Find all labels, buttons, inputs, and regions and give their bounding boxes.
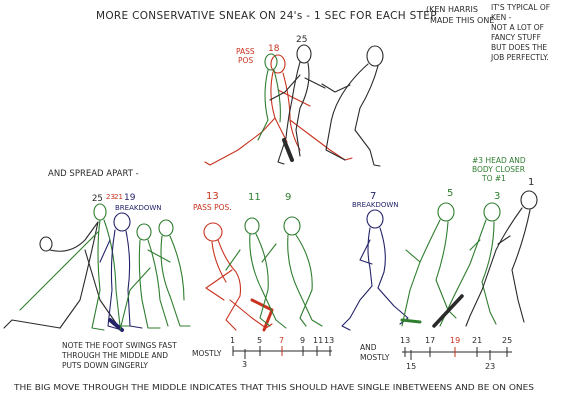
frame-number-11: 11 xyxy=(248,192,261,203)
top-figure-black xyxy=(269,44,326,165)
cluster-figure-green-3 xyxy=(119,219,191,331)
pass-pos-label: PASS POS. xyxy=(193,203,232,212)
breakdown-label-left: BREAKDOWN xyxy=(115,204,162,212)
timing-tick-label: 19 xyxy=(450,336,460,345)
side-note-line: BUT DOES THE xyxy=(491,43,547,52)
head-note-line: BODY CLOSER xyxy=(472,165,525,174)
top-figure-green xyxy=(257,53,281,141)
frame-number-23: 23 xyxy=(106,193,115,201)
timing-chart-label: AND xyxy=(360,343,377,352)
bottom-caption: THE BIG MOVE THROUGH THE MIDDLE INDICATE… xyxy=(13,382,534,392)
passing-label: POS xyxy=(238,56,253,65)
frame-number-3: 3 xyxy=(494,191,500,202)
timing-tick-label: 21 xyxy=(472,336,482,345)
side-note-line: NOT A LOT OF xyxy=(491,23,544,32)
timing-tick-label: 11 xyxy=(313,336,323,345)
frame-number-13: 13 xyxy=(206,191,219,202)
frame-number-1: 1 xyxy=(528,177,534,188)
breakdown-label-right: BREAKDOWN xyxy=(352,201,399,209)
frame-number-5: 5 xyxy=(447,188,453,199)
credit-line-2: MADE THIS ONE xyxy=(430,16,494,25)
side-note: IT'S TYPICAL OF KEN - NOT A LOT OF FANCY… xyxy=(490,3,550,62)
side-note-line: KEN - xyxy=(491,13,512,22)
timing-chart-left: MOSTLY 1 3 5 7 9 11 13 xyxy=(192,336,334,369)
cluster-figure-blue xyxy=(99,212,143,332)
timing-tick-label: 13 xyxy=(324,336,334,345)
cluster-figure-green-2 xyxy=(136,223,171,329)
timing-tick-label: 13 xyxy=(400,336,410,345)
passing-label: PASS xyxy=(236,47,255,56)
top-figure-right xyxy=(321,45,384,167)
foot-note-line: NOTE THE FOOT SWINGS FAST xyxy=(62,341,177,350)
head-note-line: #3 HEAD AND xyxy=(472,156,526,165)
timing-tick-label: 7 xyxy=(279,336,284,345)
frame-number-9: 9 xyxy=(285,192,291,203)
figure-green-5 xyxy=(400,202,457,327)
timing-tick-label: 15 xyxy=(406,362,416,371)
figure-passing-red xyxy=(203,222,274,332)
foot-note: NOTE THE FOOT SWINGS FAST THROUGH THE MI… xyxy=(61,341,177,370)
credit-line-1: (KEN HARRIS xyxy=(426,5,478,14)
cluster-figure-green-1 xyxy=(19,203,131,331)
spread-label: AND SPREAD APART - xyxy=(48,169,139,179)
figure-blue-breakdown xyxy=(341,209,409,331)
side-note-line: FANCY STUFF xyxy=(491,33,541,42)
timing-tick-label: 25 xyxy=(502,336,512,345)
timing-chart-label: MOSTLY xyxy=(192,349,222,358)
timing-tick-label: 3 xyxy=(242,360,247,369)
figures xyxy=(3,44,538,332)
frame-number-18: 18 xyxy=(268,44,280,54)
timing-tick-label: 5 xyxy=(257,336,262,345)
cluster-figure-black xyxy=(3,221,119,329)
top-figure-red xyxy=(204,54,353,166)
sheet-title: MORE CONSERVATIVE SNEAK ON 24's - 1 SEC … xyxy=(96,10,437,22)
figure-green-3 xyxy=(439,202,501,327)
head-note: #3 HEAD AND BODY CLOSER TO #1 xyxy=(472,156,526,183)
foot-note-line: THROUGH THE MIDDLE AND xyxy=(61,351,168,360)
side-note-line: IT'S TYPICAL OF xyxy=(491,3,550,12)
frame-number-25: 25 xyxy=(296,35,307,45)
frame-number-7: 7 xyxy=(370,191,376,202)
head-note-line: TO #1 xyxy=(481,174,506,183)
timing-chart-label: MOSTLY xyxy=(360,353,390,362)
timing-tick-label: 1 xyxy=(230,336,235,345)
figure-green-11 xyxy=(225,217,287,329)
frame-number-25: 25 xyxy=(92,194,103,204)
frame-number-21: 21 xyxy=(114,193,123,201)
timing-tick-label: 17 xyxy=(425,336,435,345)
figure-black-1 xyxy=(432,190,538,328)
figure-green-9 xyxy=(261,216,323,327)
foot-note-line: PUTS DOWN GINGERLY xyxy=(62,361,148,370)
side-note-line: JOB PERFECTLY. xyxy=(490,53,549,62)
timing-tick-label: 9 xyxy=(300,336,305,345)
timing-tick-label: 23 xyxy=(485,362,495,371)
frame-number-19: 19 xyxy=(124,193,136,203)
bottom-frame-numbers: 25 23 21 19 BREAKDOWN 13 PASS POS. 11 9 … xyxy=(92,177,534,212)
timing-chart-right: AND MOSTLY 13 15 17 19 21 23 25 xyxy=(360,336,512,371)
